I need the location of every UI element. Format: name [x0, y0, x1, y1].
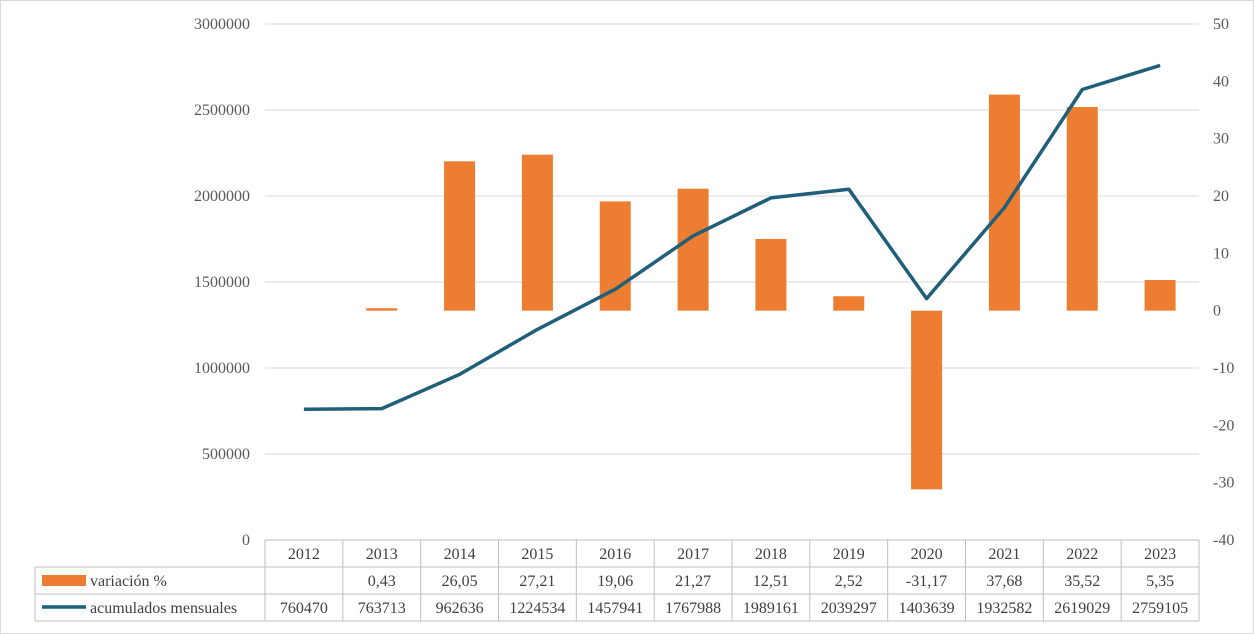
data-label: 0,43 — [368, 573, 396, 590]
y-right-tick-label: -20 — [1213, 417, 1234, 434]
data-label: 21,27 — [675, 573, 711, 590]
line-series — [303, 63, 1161, 411]
legend-key-bar — [42, 575, 86, 586]
y-right-tick-label: 20 — [1213, 188, 1229, 205]
category-label: 2015 — [521, 546, 553, 563]
category-label: 2017 — [677, 546, 709, 563]
category-label: 2013 — [366, 546, 398, 563]
y-left-tick-label: 2000000 — [194, 188, 250, 205]
data-label: 763713 — [358, 600, 406, 617]
y-left-tick-label: 1000000 — [194, 360, 250, 377]
data-label: 2619029 — [1054, 600, 1110, 617]
y-right-tick-label: 40 — [1213, 73, 1229, 90]
category-label: 2020 — [911, 546, 943, 563]
gridlines — [265, 23, 1199, 541]
data-label: 5,35 — [1146, 573, 1174, 590]
data-label: 19,06 — [597, 573, 633, 590]
data-label: 2,52 — [835, 573, 863, 590]
legend-label: acumulados mensuales — [90, 600, 237, 617]
category-label: 2021 — [988, 546, 1020, 563]
y-right-tick-label: 0 — [1213, 303, 1221, 320]
data-label: 962636 — [436, 600, 484, 617]
data-label: 1989161 — [743, 600, 799, 617]
data-table: 2012 2013 2014 2015 2016 2017 2018 2019 2020 2021… — [34, 539, 1200, 622]
right-axis-ticks: -40 -30 -20 -10 0 10 20 30 40 50 — [1213, 16, 1234, 549]
y-left-tick-label: 2500000 — [194, 102, 250, 119]
left-axis-ticks: 0 500000 1000000 1500000 2000000 2500000 30000… — [194, 16, 250, 549]
data-label: 760470 — [280, 600, 328, 617]
y-left-tick-label: 500000 — [202, 446, 250, 463]
y-left-tick-label: 0 — [242, 532, 250, 549]
data-label: 1403639 — [899, 600, 955, 617]
bar — [755, 238, 787, 311]
category-label: 2022 — [1066, 546, 1098, 563]
y-right-tick-label: 30 — [1213, 131, 1229, 148]
category-label: 2019 — [833, 546, 865, 563]
data-label: 1224534 — [509, 600, 565, 617]
y-left-tick-label: 3000000 — [194, 16, 250, 33]
bar — [988, 94, 1020, 311]
y-right-tick-label: -30 — [1213, 475, 1234, 492]
data-label: 27,21 — [519, 573, 555, 590]
y-right-tick-label: 50 — [1213, 16, 1229, 33]
category-label: 2023 — [1144, 546, 1176, 563]
legend-label: variación % — [90, 573, 167, 590]
data-label: 1457941 — [587, 600, 643, 617]
bar-series — [366, 94, 1176, 490]
bar — [444, 161, 476, 311]
bar — [1066, 107, 1098, 311]
data-label: 37,68 — [986, 573, 1022, 590]
data-label: 1767988 — [665, 600, 721, 617]
bar — [599, 201, 631, 311]
bar — [833, 296, 865, 311]
category-label: 2016 — [599, 546, 631, 563]
data-label: 1932582 — [976, 600, 1032, 617]
y-right-tick-label: 10 — [1213, 245, 1229, 262]
bar — [677, 188, 709, 311]
data-label: 2759105 — [1132, 600, 1188, 617]
category-label: 2012 — [288, 546, 320, 563]
data-label: 26,05 — [442, 573, 478, 590]
y-right-tick-label: -10 — [1213, 360, 1234, 377]
bar — [911, 310, 943, 490]
bar — [521, 154, 553, 311]
bar — [1144, 279, 1176, 311]
data-label: 2039297 — [821, 600, 877, 617]
y-right-tick-label: -40 — [1213, 532, 1234, 549]
series-line — [303, 63, 1161, 411]
category-label: 2014 — [444, 546, 476, 563]
data-label: 12,51 — [753, 573, 789, 590]
bar — [366, 308, 398, 311]
category-label: 2018 — [755, 546, 787, 563]
y-left-tick-label: 1500000 — [194, 274, 250, 291]
data-label: -31,17 — [906, 573, 947, 590]
data-label: 35,52 — [1064, 573, 1100, 590]
